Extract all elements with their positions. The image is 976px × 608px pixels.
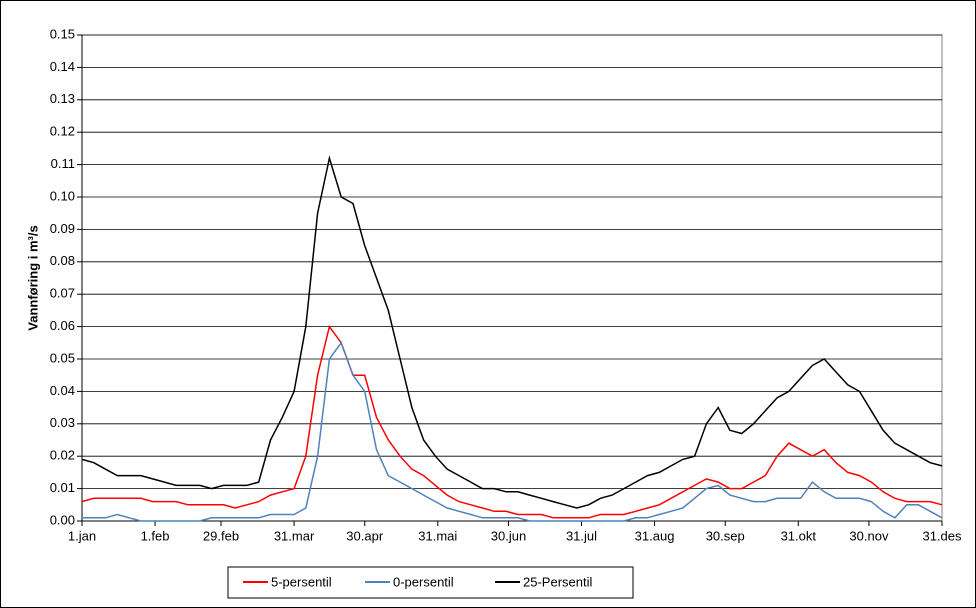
y-tick-label: 0.07 — [50, 286, 75, 301]
x-tick-label: 29.feb — [203, 528, 239, 543]
y-tick-label: 0.14 — [50, 59, 75, 74]
x-tick-label: 30.sep — [706, 528, 745, 543]
y-tick-label: 0.04 — [50, 383, 75, 398]
legend-label: 0-persentil — [393, 574, 454, 589]
y-tick-label: 0.03 — [50, 415, 75, 430]
x-tick-label: 31.jul — [566, 528, 597, 543]
legend-label: 25-Persentil — [523, 574, 592, 589]
series-line — [81, 155, 943, 509]
y-tick-label: 0.01 — [50, 480, 75, 495]
legend-label: 5-persentil — [271, 574, 332, 589]
x-tick-label: 30.nov — [849, 528, 889, 543]
plot-area — [81, 34, 943, 522]
y-tick-label: 0.06 — [50, 318, 75, 333]
y-tick-label: 0.13 — [50, 91, 75, 106]
y-tick-label: 0.11 — [51, 156, 75, 171]
series-line — [82, 341, 943, 522]
y-tick-label: 0.05 — [50, 350, 75, 365]
x-tick-label: 31.des — [922, 528, 962, 543]
x-tick-label: 31.mar — [274, 528, 315, 543]
y-tick-label: 0.15 — [50, 26, 75, 41]
y-tick-label: 0.12 — [50, 124, 75, 139]
x-tick-label: 1.feb — [141, 528, 170, 543]
x-tick-label: 31.okt — [781, 528, 817, 543]
x-tick-label: 31.mai — [418, 528, 457, 543]
x-tick-label: 30.apr — [346, 528, 384, 543]
y-tick-label: 0.00 — [50, 512, 75, 527]
y-tick-label: 0.09 — [50, 221, 75, 236]
x-tick-label: 30.jun — [491, 528, 526, 543]
y-axis-label: Vannføring i m³/s — [25, 225, 40, 330]
series-line — [81, 324, 943, 519]
y-tick-label: 0.02 — [50, 448, 75, 463]
legend-box — [227, 566, 634, 599]
x-tick-label: 1.jan — [68, 528, 96, 543]
x-tick-label: 31.aug — [635, 528, 675, 543]
y-tick-label: 0.10 — [50, 188, 75, 203]
y-tick-label: 0.08 — [50, 253, 75, 268]
